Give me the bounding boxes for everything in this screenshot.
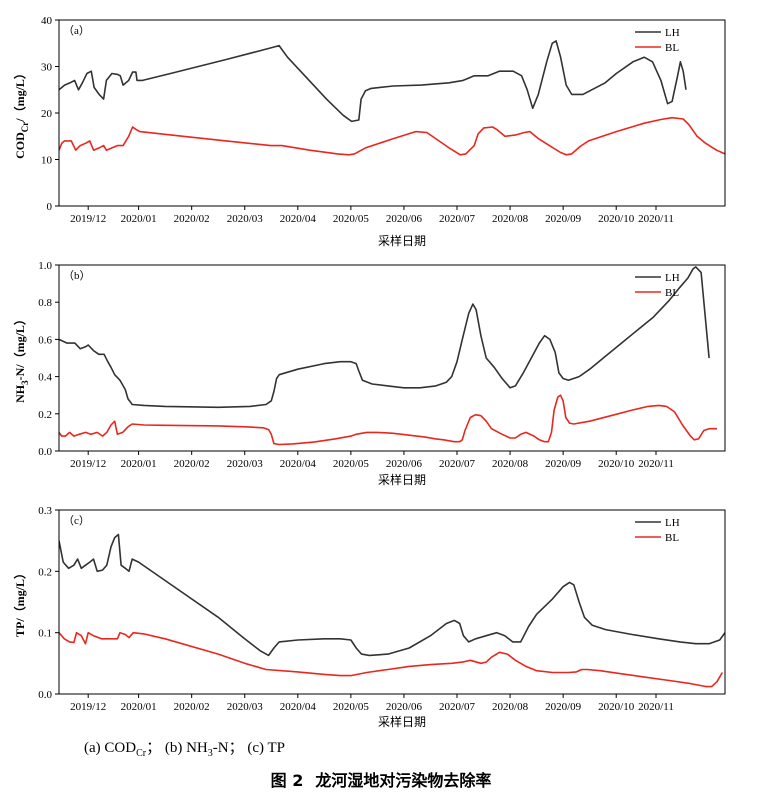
- x-tick-label: 2020/03: [227, 701, 264, 713]
- y-axis-title: TP/（mg/L）: [12, 567, 27, 637]
- plot-frame: [58, 509, 726, 695]
- x-tick-label: 2020/02: [174, 213, 210, 225]
- legend-label-bl: BL: [665, 532, 679, 544]
- x-tick-label: 2020/10: [598, 701, 635, 713]
- y-tick-label: 20: [41, 108, 53, 120]
- y-tick-label: 0.4: [38, 372, 52, 384]
- y-tick-label: 0.0: [38, 446, 52, 458]
- x-tick-label: 2020/03: [227, 213, 264, 225]
- y-tick-label: 0: [47, 201, 53, 213]
- subcaption-b: (b) NH: [164, 740, 208, 756]
- y-axis-title-main: TP/（mg/L）: [12, 567, 27, 637]
- x-tick-label: 2020/05: [333, 458, 370, 470]
- x-tick-label: 2020/09: [545, 701, 582, 713]
- figure-title: 龙河湿地对污染物去除率: [315, 771, 492, 790]
- y-axis-title-tail: -N/（mg/L）: [12, 313, 27, 380]
- x-axis-title: 采样日期: [378, 233, 426, 248]
- subcaption-a: (a) COD: [84, 740, 137, 756]
- x-axis-title: 采样日期: [378, 472, 426, 487]
- x-tick-label: 2020/10: [598, 458, 635, 470]
- y-tick-label: 40: [41, 15, 53, 27]
- x-tick-label: 2020/09: [545, 213, 582, 225]
- plot-frame: [58, 264, 726, 452]
- series-line-bl: [59, 394, 717, 446]
- x-tick-label: 2020/10: [598, 213, 635, 225]
- panel-label: （b）: [63, 269, 91, 282]
- x-tick-label: 2020/07: [439, 213, 476, 225]
- series-line-lh: [59, 40, 687, 123]
- figure-number: 图 2: [270, 771, 304, 790]
- panel-label: （c）: [63, 514, 90, 527]
- subcaption-a-sub: Cr: [136, 748, 147, 759]
- x-tick-label: 2020/08: [492, 701, 529, 713]
- subcaption-c: (c) TP: [247, 740, 285, 756]
- legend-label-bl: BL: [665, 287, 679, 299]
- x-tick-label: 2020/06: [386, 701, 423, 713]
- y-tick-label: 30: [41, 62, 53, 74]
- plot-frame: [58, 19, 726, 207]
- x-tick-label: 2020/11: [638, 458, 674, 470]
- legend-label-lh: LH: [665, 517, 680, 529]
- x-tick-label: 2020/11: [638, 213, 674, 225]
- x-tick-label: 2019/12: [70, 458, 106, 470]
- x-tick-label: 2020/07: [439, 458, 476, 470]
- subcaption-b-sub: 3: [207, 748, 213, 759]
- y-axis-title: CODCr/（mg/L）: [12, 67, 30, 159]
- x-tick-label: 2020/09: [545, 458, 582, 470]
- x-tick-label: 2019/12: [70, 213, 106, 225]
- y-axis-title-main: NH: [13, 384, 27, 403]
- legend-label-lh: LH: [665, 27, 680, 39]
- series-line-bl: [59, 116, 725, 156]
- y-tick-label: 0.0: [38, 689, 52, 701]
- x-tick-label: 2020/03: [227, 458, 264, 470]
- series-line-lh: [59, 533, 725, 657]
- x-tick-label: 2020/04: [280, 458, 317, 470]
- y-axis-title-tail: /（mg/L）: [12, 67, 27, 123]
- chart-panel-a: 0 10 20 30 40 2019/12 2020/01 2020/02 2020/03 202…: [12, 15, 726, 248]
- subcaption-sep: ；: [146, 740, 162, 756]
- x-tick-label: 2020/08: [492, 213, 529, 225]
- figure-caption: 图 2 龙河湿地对污染物去除率: [0, 767, 762, 791]
- y-tick-label: 0.1: [38, 628, 52, 640]
- x-tick-label: 2020/05: [333, 701, 370, 713]
- x-tick-label: 2020/04: [280, 213, 317, 225]
- y-tick-label: 0.6: [38, 334, 52, 346]
- y-axis-title-sub: 3: [20, 380, 30, 385]
- y-tick-label: 0.8: [38, 297, 52, 309]
- x-axis-title: 采样日期: [378, 714, 426, 729]
- chart-panel-b: 0.0 0.2 0.4 0.6 0.8 1.0 2019/12 2020/01 2020/02 2…: [12, 260, 726, 487]
- series-line-lh: [59, 266, 710, 409]
- x-tick-label: 2020/02: [174, 458, 210, 470]
- x-tick-label: 2020/06: [386, 458, 423, 470]
- y-axis-title-main: COD: [13, 132, 27, 159]
- x-tick-label: 2020/07: [439, 701, 476, 713]
- x-tick-label: 2020/04: [280, 701, 317, 713]
- x-tick-label: 2020/01: [121, 458, 157, 470]
- series-line-bl: [59, 631, 723, 688]
- x-tick-label: 2019/12: [70, 701, 106, 713]
- y-tick-label: 1.0: [38, 260, 52, 272]
- y-tick-label: 0.2: [38, 566, 52, 578]
- legend-label-lh: LH: [665, 272, 680, 284]
- y-axis-title: NH3-N/（mg/L）: [12, 313, 30, 403]
- x-tick-label: 2020/08: [492, 458, 529, 470]
- y-tick-label: 0.2: [38, 409, 52, 421]
- x-tick-label: 2020/01: [121, 213, 157, 225]
- x-tick-label: 2020/02: [174, 701, 210, 713]
- x-tick-label: 2020/01: [121, 701, 157, 713]
- panel-label: （a）: [63, 24, 90, 37]
- y-tick-label: 0.3: [38, 505, 52, 517]
- x-tick-label: 2020/05: [333, 213, 370, 225]
- y-axis-title-sub: Cr: [20, 122, 30, 133]
- legend-label-bl: BL: [665, 42, 679, 54]
- x-tick-label: 2020/11: [638, 701, 674, 713]
- y-tick-label: 10: [41, 155, 53, 167]
- chart-panel-c: 0.0 0.1 0.2 0.3 2019/12 2020/01 2020/02 2020/03…: [12, 505, 726, 729]
- x-tick-label: 2020/06: [386, 213, 423, 225]
- subcaption-b-tail: -N；: [212, 740, 244, 756]
